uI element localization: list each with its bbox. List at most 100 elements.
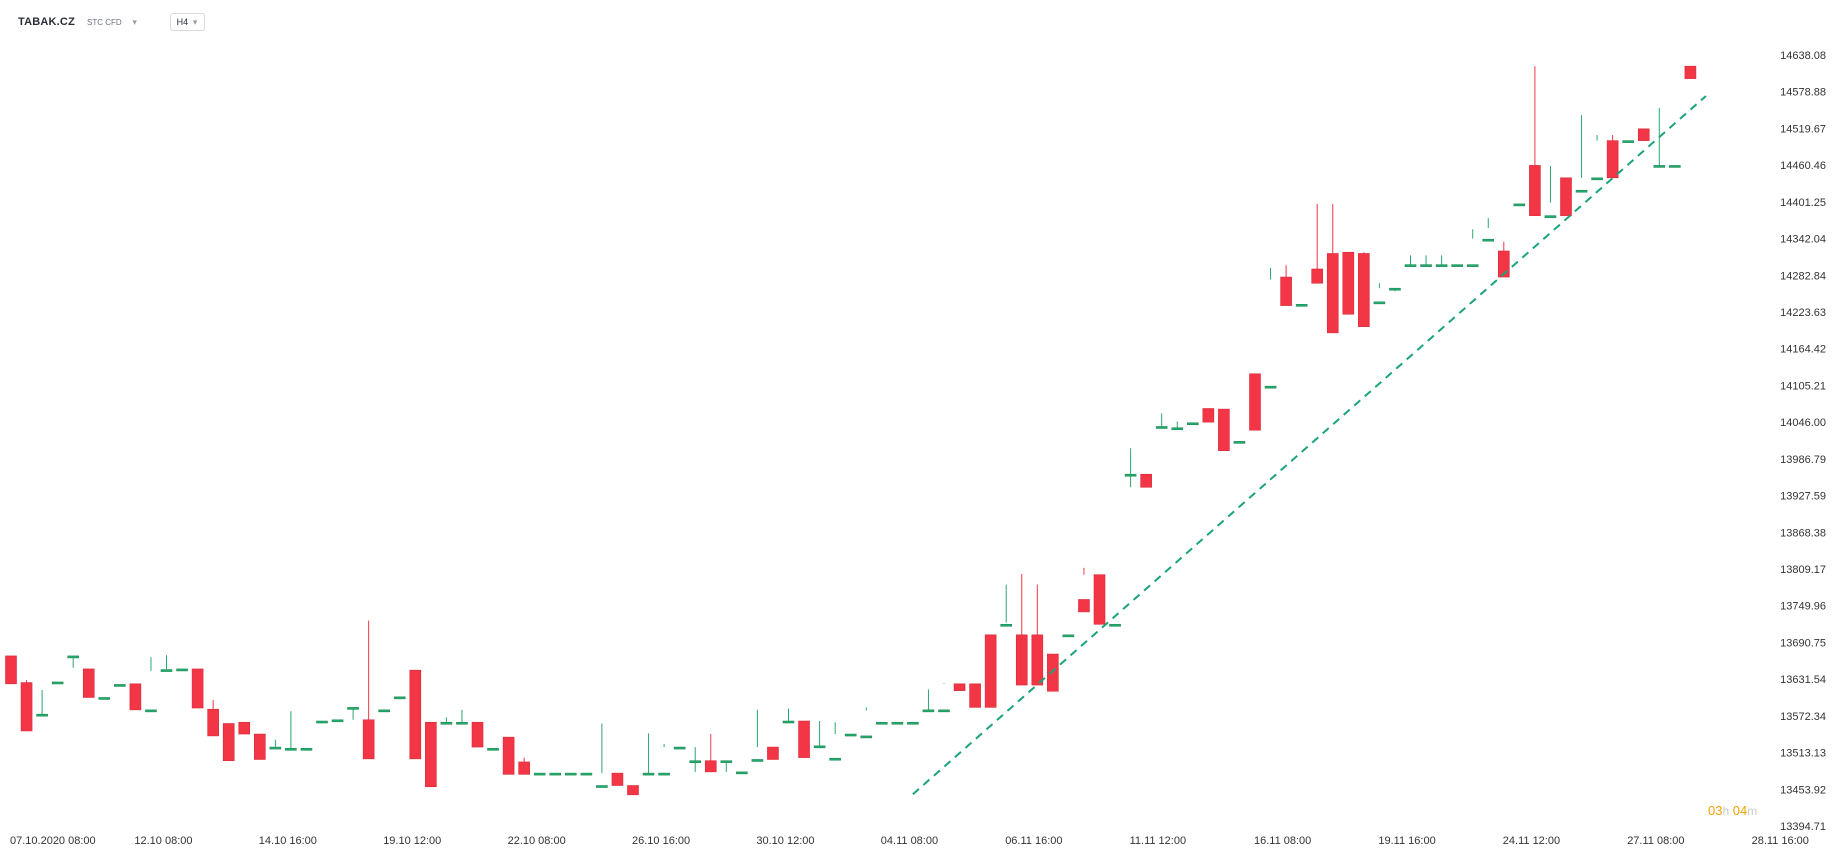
candle[interactable]	[1140, 473, 1152, 488]
candle[interactable]	[1466, 229, 1479, 267]
candle[interactable]	[67, 655, 79, 668]
candle[interactable]	[456, 709, 468, 725]
candle[interactable]	[580, 772, 593, 776]
candle[interactable]	[673, 746, 686, 750]
candle[interactable]	[1544, 166, 1557, 218]
candle[interactable]	[813, 721, 826, 749]
candle[interactable]	[393, 696, 406, 700]
candle[interactable]	[1015, 574, 1028, 686]
candle[interactable]	[1295, 280, 1308, 307]
candle[interactable]	[611, 772, 624, 786]
candle[interactable]	[533, 772, 546, 776]
candle[interactable]	[1342, 251, 1355, 315]
candle[interactable]	[736, 761, 748, 775]
candle[interactable]	[331, 707, 344, 723]
candle[interactable]	[145, 657, 157, 713]
candle[interactable]	[596, 723, 608, 788]
symbol-label[interactable]: TABAK.CZ	[18, 16, 75, 28]
candle[interactable]	[798, 720, 810, 758]
candle[interactable]	[1669, 79, 1681, 168]
candle[interactable]	[969, 635, 981, 708]
candle[interactable]	[564, 772, 577, 776]
candle[interactable]	[938, 683, 950, 713]
candle[interactable]	[425, 721, 437, 788]
candle[interactable]	[82, 668, 95, 698]
candle[interactable]	[207, 699, 219, 737]
candle[interactable]	[1326, 203, 1339, 334]
candle[interactable]	[129, 683, 142, 711]
candle[interactable]	[1249, 373, 1261, 431]
candle[interactable]	[254, 733, 266, 760]
candle[interactable]	[829, 722, 841, 761]
candle[interactable]	[1078, 567, 1090, 613]
candle[interactable]	[1606, 135, 1619, 179]
candle[interactable]	[1684, 65, 1697, 79]
candle[interactable]	[347, 707, 359, 720]
candle[interactable]	[1435, 255, 1448, 267]
candle[interactable]	[1529, 66, 1541, 216]
candle[interactable]	[471, 721, 484, 748]
candle[interactable]	[720, 760, 733, 772]
candle[interactable]	[1451, 264, 1463, 267]
candle[interactable]	[1218, 408, 1230, 451]
candle[interactable]	[1622, 129, 1634, 143]
candle[interactable]	[20, 680, 33, 732]
candle[interactable]	[378, 696, 391, 713]
candle[interactable]	[1124, 448, 1137, 488]
candle[interactable]	[1389, 287, 1401, 292]
candle[interactable]	[782, 708, 795, 724]
candle[interactable]	[98, 684, 111, 700]
candle[interactable]	[1233, 374, 1246, 444]
candle[interactable]	[1311, 203, 1323, 284]
candle[interactable]	[767, 746, 779, 760]
trendline[interactable]	[912, 95, 1707, 795]
candle[interactable]	[160, 655, 173, 672]
candle[interactable]	[642, 733, 655, 776]
candle[interactable]	[658, 743, 670, 776]
candle[interactable]	[1093, 574, 1106, 625]
candle[interactable]	[844, 733, 857, 737]
timeframe-select[interactable]: H4 ▾	[169, 13, 206, 31]
candle[interactable]	[285, 711, 297, 751]
candle[interactable]	[860, 707, 873, 739]
candle[interactable]	[362, 620, 375, 760]
candle[interactable]	[51, 656, 64, 685]
candle[interactable]	[502, 736, 515, 775]
candle[interactable]	[222, 723, 235, 762]
candle[interactable]	[922, 689, 935, 713]
candle[interactable]	[1513, 165, 1526, 207]
candle[interactable]	[1264, 267, 1277, 389]
candle[interactable]	[1062, 599, 1075, 638]
candle[interactable]	[440, 717, 453, 725]
candle[interactable]	[176, 656, 188, 672]
candle[interactable]	[1171, 421, 1184, 431]
candle[interactable]	[518, 757, 530, 775]
candle[interactable]	[316, 707, 328, 724]
candle[interactable]	[1109, 474, 1121, 627]
candle[interactable]	[627, 773, 639, 796]
candle[interactable]	[875, 721, 888, 725]
candle[interactable]	[704, 734, 717, 773]
candle[interactable]	[549, 772, 562, 776]
candle[interactable]	[1202, 408, 1215, 423]
candle[interactable]	[269, 739, 282, 750]
candle[interactable]	[1591, 135, 1603, 181]
candle[interactable]	[1498, 241, 1510, 278]
candle[interactable]	[36, 690, 48, 717]
candle[interactable]	[191, 668, 204, 709]
candle[interactable]	[751, 709, 764, 762]
candle[interactable]	[5, 655, 17, 685]
candle[interactable]	[1482, 218, 1495, 242]
candle[interactable]	[409, 669, 422, 760]
candle[interactable]	[1280, 265, 1292, 306]
candle[interactable]	[1373, 283, 1386, 305]
candle[interactable]	[1187, 407, 1199, 426]
candle[interactable]	[1575, 115, 1588, 193]
candle[interactable]	[891, 721, 904, 725]
candle[interactable]	[1031, 584, 1044, 686]
candle[interactable]	[907, 721, 919, 725]
candle[interactable]	[238, 721, 251, 735]
candle[interactable]	[300, 734, 313, 751]
candle[interactable]	[114, 684, 126, 687]
